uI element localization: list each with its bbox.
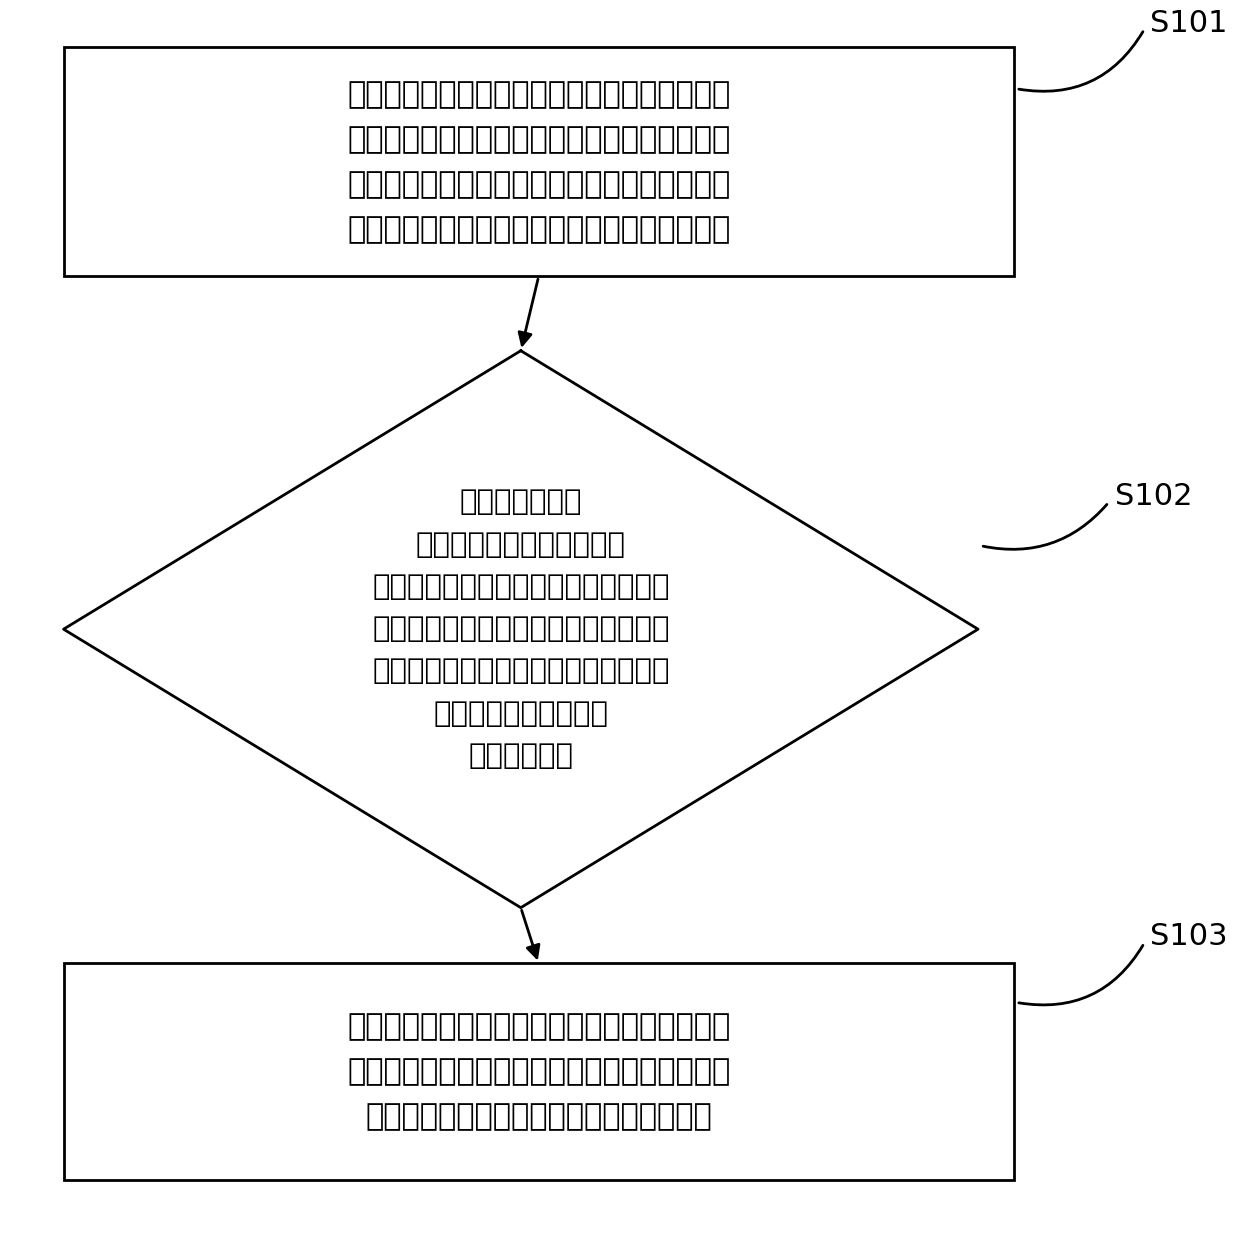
- Polygon shape: [63, 350, 978, 907]
- Text: 若需要调节所述电视的背光值，则电视根据电视
的当前背光值、所述移动终端的当前背光值，以
及所述环境光线差值调节所述电视的背光值: 若需要调节所述电视的背光值，则电视根据电视 的当前背光值、所述移动终端的当前背光…: [347, 1012, 730, 1131]
- Text: 移动终端获取当前环境下的光线值，以及移动终
端屏幕的当前背光值，计算当前环境下的光线值
与上次推送光线值的差，得到环境光线差值，将
当前背光值及所述环境光线差值: 移动终端获取当前环境下的光线值，以及移动终 端屏幕的当前背光值，计算当前环境下的…: [347, 80, 730, 244]
- Text: 电视接收移动终
端发送的移动终端的当前背
光值以及环境光线差值，并获取电视的
当前背光值，比较所述电视的当前背光
值和移动终端的当前背光值，根据比较
结果判断是: 电视接收移动终 端发送的移动终端的当前背 光值以及环境光线差值，并获取电视的 当…: [372, 488, 670, 770]
- Text: S101: S101: [1151, 9, 1228, 37]
- Bar: [63, 47, 1013, 277]
- Text: S102: S102: [1115, 482, 1192, 511]
- Bar: [63, 963, 1013, 1180]
- Text: S103: S103: [1151, 922, 1228, 951]
